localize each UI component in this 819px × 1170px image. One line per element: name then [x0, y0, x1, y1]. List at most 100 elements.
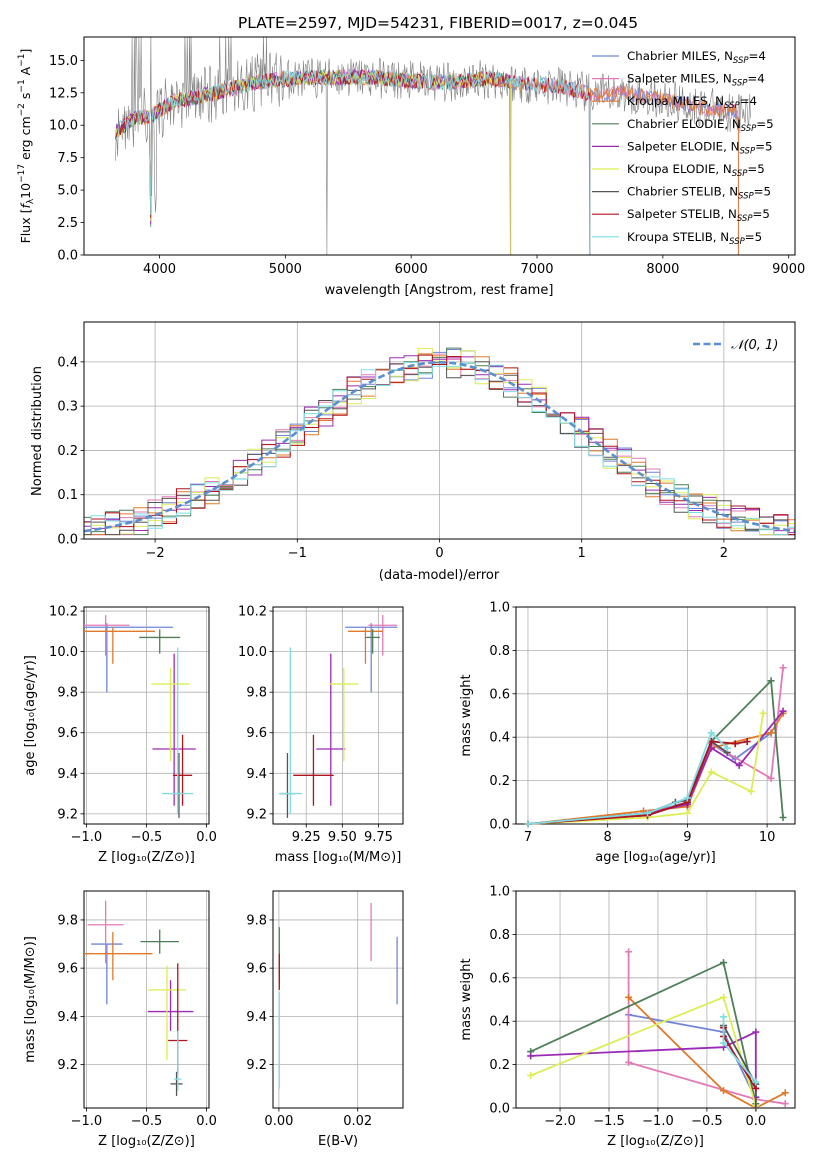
y-tick-label: 10.0 — [49, 119, 78, 134]
mass-weight-vs-Z-ylabel: mass weight — [459, 958, 474, 1040]
series-marker — [720, 1013, 728, 1021]
x-tick-label: 0 — [435, 546, 443, 561]
errorbar-kroupa-stelib — [278, 647, 302, 814]
histogram-step-line — [84, 348, 795, 536]
x-tick-label: 9 — [683, 830, 691, 845]
legend-label: Salpeter STELIB, NSSP=5 — [627, 207, 770, 224]
series-marker — [779, 813, 787, 821]
mass-vs-ebv-ticks: 0.00 0.02 9.2 9.4 9.6 9.8 — [246, 913, 372, 1129]
errorbar-salpeter-elodie — [152, 653, 196, 806]
errorbar-salpeter-elodie — [316, 653, 346, 806]
mass-vs-ebv-gridlines — [273, 891, 403, 1108]
y-tick-label: 9.6 — [57, 962, 78, 977]
y-tick-label: 9.4 — [57, 1010, 78, 1025]
age-vs-mass-gridlines — [273, 607, 403, 824]
spectrum-xlabel: wavelength [Angstrom, rest frame] — [325, 283, 554, 298]
series-marker — [752, 1028, 760, 1036]
y-tick-label: 12.5 — [49, 86, 78, 101]
errorbar-salpeter-miles — [84, 615, 130, 656]
legend-label: Chabrier ELODIE, NSSP=5 — [627, 117, 774, 134]
histogram-step-line — [84, 349, 795, 536]
series-marker — [759, 709, 767, 717]
series-marker — [743, 738, 751, 746]
x-tick-label: −0.5 — [131, 830, 163, 845]
legend-label: Kroupa STELIB, NSSP=5 — [627, 230, 762, 247]
series-marker — [720, 959, 728, 967]
series-line-chabrier-elodie — [530, 961, 757, 1104]
series-line-salpeter-miles — [527, 667, 784, 825]
spectrum-legend: Chabrier MILES, NSSP=4 Salpeter MILES, NS… — [592, 49, 774, 247]
y-tick-label: 9.8 — [57, 686, 78, 701]
mass-weight-vs-age-xlabel: age [log₁₀(age/yr)] — [595, 850, 716, 865]
x-tick-label: −0.5 — [691, 1114, 723, 1129]
mass-vs-Z-axes-frame — [83, 890, 210, 1109]
y-tick-label: 5.0 — [57, 184, 78, 199]
series-marker — [683, 809, 691, 817]
x-tick-label: 10 — [759, 830, 776, 845]
y-tick-label: 9.8 — [57, 913, 78, 928]
age-vs-Z-ticks: −1.0 −0.5 0.0 9.2 9.4 9.6 9.8 10.0 10.2 — [49, 605, 217, 845]
series-marker — [723, 744, 731, 752]
series-marker — [683, 794, 691, 802]
y-tick-label: 0.4 — [489, 731, 510, 746]
errorbar-salpeter-miles — [368, 615, 398, 656]
x-tick-label: −2.0 — [544, 1114, 576, 1129]
series-marker — [625, 948, 633, 956]
y-tick-label: 9.2 — [57, 1058, 78, 1073]
x-tick-label: −1 — [288, 546, 307, 561]
series-marker — [707, 729, 715, 737]
series-marker — [735, 761, 743, 769]
normal-curve — [84, 360, 795, 533]
y-tick-label: 0.8 — [489, 644, 510, 659]
series-marker — [747, 787, 755, 795]
series-marker — [527, 1071, 535, 1079]
series-marker — [524, 820, 532, 828]
errorbar-kroupa-elodie — [151, 667, 190, 762]
mass-weight-vs-Z-gridlines — [516, 890, 795, 1109]
y-tick-label: 9.6 — [246, 726, 267, 741]
errorbar-kroupa-miles — [348, 627, 383, 664]
series-marker — [720, 1087, 728, 1095]
y-tick-label: 0.0 — [57, 249, 78, 264]
mass-vs-Z-ticks: −1.0 −0.5 0.0 9.2 9.4 9.6 9.8 — [57, 913, 217, 1129]
series-marker — [767, 729, 775, 737]
mass-weight-vs-age-panel: 7 8 9 10 0.0 0.2 0.4 0.6 0.8 1.0 age [log₁₀(age/yr… — [459, 601, 796, 865]
x-tick-label: 0.0 — [196, 1114, 217, 1129]
y-tick-label: 9.6 — [57, 726, 78, 741]
age-vs-mass-errorbars — [278, 615, 398, 818]
series-line-kroupa-elodie — [527, 713, 764, 825]
y-tick-label: 0.0 — [489, 1102, 510, 1117]
y-tick-label: 10.2 — [49, 605, 78, 620]
mass-weight-vs-Z-series — [527, 948, 789, 1112]
series-marker — [731, 740, 739, 748]
x-tick-label: 2 — [720, 546, 728, 561]
y-tick-label: 0.6 — [489, 687, 510, 702]
mass-vs-ebv-errorbars — [278, 903, 398, 1089]
histogram-series — [84, 347, 795, 536]
mass-vs-Z-xlabel: Z [log₁₀(Z/Z⊙)] — [98, 1134, 195, 1149]
mass-vs-Z-ylabel: mass [log₁₀(M/M⊙)] — [23, 936, 38, 1063]
mass-vs-Z-gridlines — [84, 891, 209, 1108]
series-marker — [752, 1104, 760, 1112]
mass-vs-ebv-xlabel: E(B-V) — [318, 1134, 358, 1149]
series-marker — [707, 768, 715, 776]
errorbar-chabrier-stelib — [280, 753, 295, 818]
y-tick-label: 9.2 — [57, 807, 78, 822]
y-tick-label: 9.4 — [246, 767, 267, 782]
model-spectrum-line — [115, 69, 591, 255]
age-vs-Z-axes-frame — [83, 606, 210, 825]
series-marker — [625, 993, 633, 1001]
y-tick-label: 2.5 — [57, 216, 78, 231]
errorbar-salpeter-stelib — [293, 734, 334, 806]
age-vs-Z-errorbars — [84, 615, 196, 818]
y-tick-label: 9.4 — [57, 767, 78, 782]
spectrum-axes-frame — [83, 36, 796, 256]
y-tick-label: 10.2 — [238, 605, 267, 620]
series-marker — [720, 993, 728, 1001]
y-tick-label: 0.0 — [57, 533, 78, 548]
y-tick-label: 0.3 — [57, 400, 78, 415]
age-vs-Z-ylabel: age [log₁₀(age/yr)] — [23, 655, 38, 776]
y-tick-label: 9.6 — [246, 962, 267, 977]
y-tick-label: 0.2 — [57, 444, 78, 459]
series-marker — [527, 1052, 535, 1060]
